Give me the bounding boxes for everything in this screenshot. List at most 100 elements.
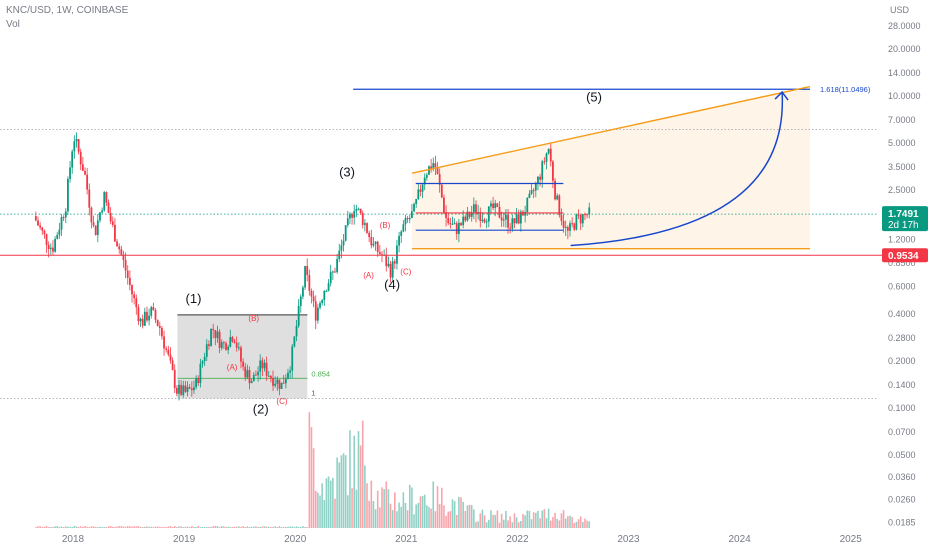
candle-body <box>543 161 546 163</box>
volume-bar <box>64 526 67 528</box>
volume-bar <box>370 480 373 528</box>
candle-body <box>588 207 591 215</box>
candle-body <box>69 167 71 179</box>
y-tick-label: 0.8500 <box>888 258 916 268</box>
candle-body <box>558 195 561 216</box>
candle-body <box>415 199 418 204</box>
candle-body <box>349 214 351 219</box>
volume-bar <box>90 526 93 528</box>
candle-body <box>475 204 477 214</box>
candle-body <box>141 318 144 326</box>
candle-body <box>515 214 518 224</box>
candle-body <box>340 245 343 251</box>
candle-body <box>107 202 110 213</box>
volume-bar <box>528 510 531 528</box>
volume-bar <box>304 526 306 528</box>
candle-body <box>152 307 155 311</box>
volume-bar <box>490 510 492 528</box>
volume-bar <box>460 497 462 528</box>
candle-body <box>526 197 529 212</box>
volume-bar <box>584 518 586 528</box>
candle-body <box>52 247 54 252</box>
candle-body <box>284 378 287 384</box>
volume-bar <box>325 478 328 528</box>
volume-bar <box>441 487 443 528</box>
candle-body <box>175 388 178 394</box>
candle-body <box>438 174 441 185</box>
candle-body <box>222 342 225 344</box>
volume-bar <box>588 521 591 528</box>
candle-body <box>468 211 471 217</box>
volume-bar <box>126 526 129 528</box>
candle-body <box>376 241 379 253</box>
candle-body <box>274 383 277 386</box>
volume-bar <box>289 526 291 528</box>
volume-bar <box>334 498 336 528</box>
candle-body <box>146 311 148 321</box>
volume-bar <box>477 521 479 528</box>
volume-bar <box>310 427 313 528</box>
candle-body <box>368 232 371 238</box>
candle-body <box>208 344 210 347</box>
y-tick-label: 0.0360 <box>888 472 916 482</box>
candle-body <box>571 223 574 225</box>
last-price-value: 1.7491 <box>888 209 919 220</box>
volume-bar <box>329 480 332 528</box>
volume-bar <box>398 502 400 528</box>
volume-bar <box>133 526 135 528</box>
candle-body <box>186 387 189 392</box>
candle-body <box>131 285 133 295</box>
volume-bar <box>447 511 450 528</box>
candle-body <box>267 375 270 377</box>
candle-body <box>126 270 129 278</box>
volume-bar <box>287 526 289 528</box>
candle-body <box>180 384 183 395</box>
volume-bar <box>60 526 63 528</box>
candle-body <box>457 222 460 234</box>
volume-bar <box>473 509 475 528</box>
wave-label-a-second: (A) <box>363 271 374 280</box>
volume-bar <box>299 526 302 528</box>
volume-bar <box>571 517 573 528</box>
candle-body <box>355 209 358 212</box>
volume-bar <box>306 527 309 528</box>
volume-bar <box>496 510 499 528</box>
volume-bar <box>582 521 584 528</box>
volume-bar <box>229 526 232 528</box>
volume-bar <box>353 435 356 528</box>
volume-bar <box>120 526 123 528</box>
volume-bar <box>223 526 225 528</box>
candle-body <box>261 360 264 369</box>
volume-bar <box>537 510 539 528</box>
x-tick-label: 2024 <box>728 534 751 545</box>
candle-body <box>137 307 140 322</box>
volume-indicator-label[interactable]: Vol <box>6 19 20 30</box>
candle-body <box>406 218 409 220</box>
candle-body <box>460 222 462 226</box>
candle-body <box>370 237 373 246</box>
volume-bar <box>426 505 428 528</box>
volume-bar <box>357 431 360 528</box>
volume-bar <box>323 500 326 528</box>
volume-bar <box>483 515 486 528</box>
volume-bar <box>423 494 426 528</box>
volume-bar <box>387 489 390 528</box>
candle-body <box>378 252 381 255</box>
candle-body <box>323 290 326 301</box>
volume-bar <box>165 527 167 528</box>
volume-bar <box>340 455 343 528</box>
candle-body <box>391 261 394 278</box>
candle-body <box>539 176 541 180</box>
candle-body <box>321 300 324 304</box>
y-tick-label: 0.0700 <box>888 427 916 437</box>
candle-body <box>124 259 127 271</box>
volume-bar <box>199 527 202 528</box>
volume-bar <box>513 513 516 528</box>
volume-bar <box>419 496 422 528</box>
candle-body <box>114 224 116 242</box>
volume-bar <box>41 527 44 528</box>
y-tick-label: 0.2800 <box>888 333 916 343</box>
candle-body <box>566 227 569 231</box>
volume-bar <box>449 511 452 528</box>
volume-bar <box>195 527 197 528</box>
